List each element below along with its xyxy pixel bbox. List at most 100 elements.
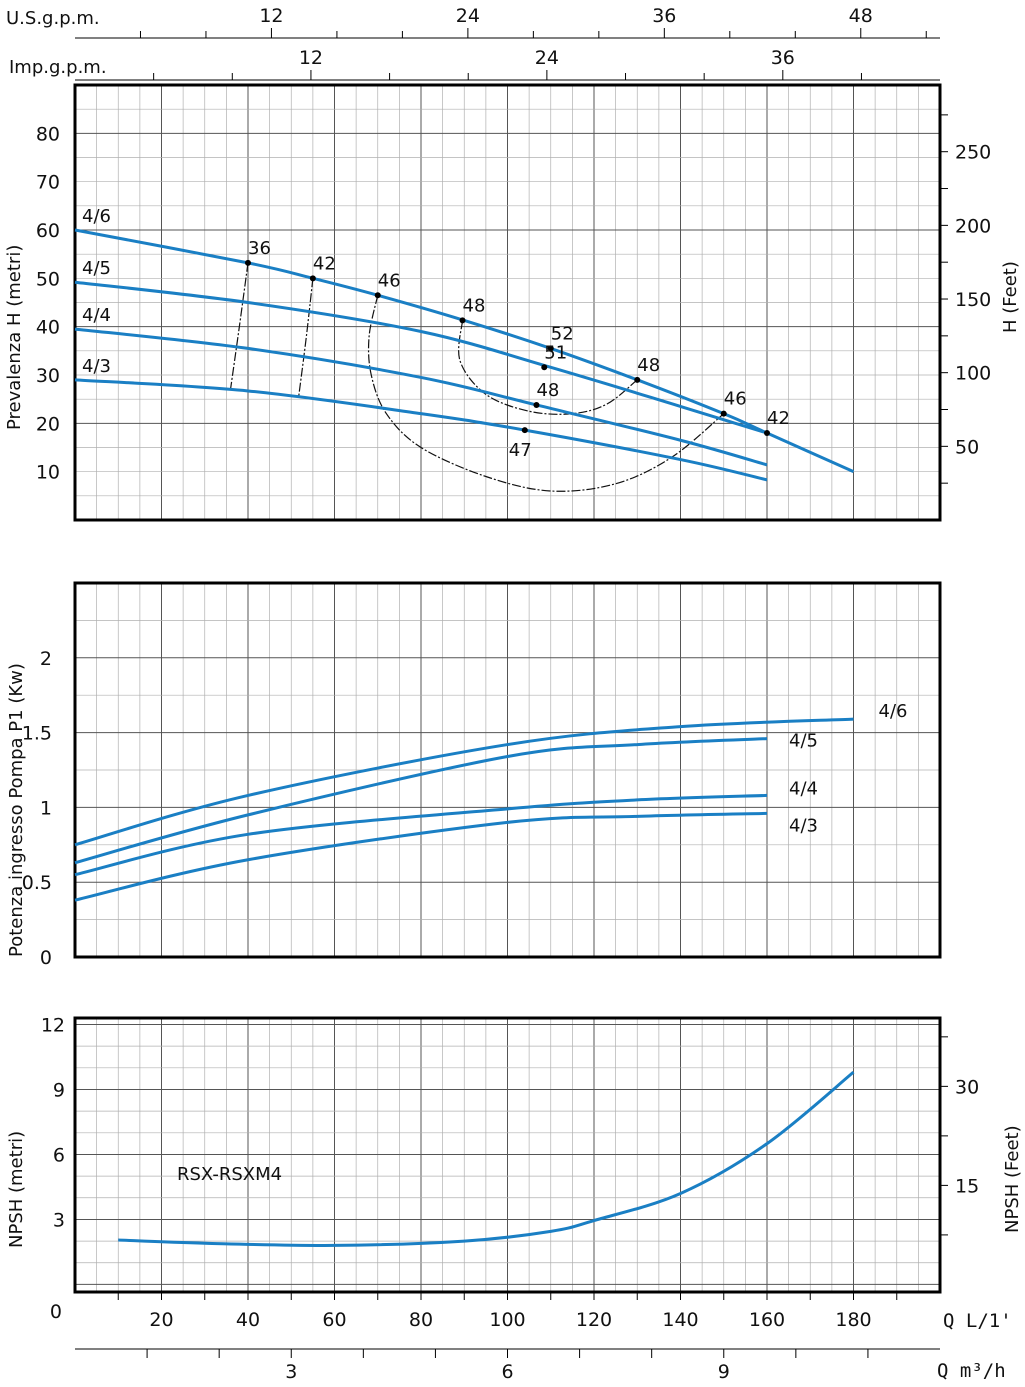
efficiency-point <box>634 376 641 383</box>
head-curve-4-4 <box>74 327 768 467</box>
y-tick-label: 6 <box>53 1144 65 1166</box>
efficiency-label: 42 <box>313 253 336 274</box>
power-curve-4-3 <box>74 811 768 902</box>
y-tick-label: 0.5 <box>22 872 52 894</box>
right-y-tick-label: 50 <box>955 436 979 458</box>
iso-efficiency-curve-42 <box>298 278 314 398</box>
curve-label: 4/5 <box>82 258 111 279</box>
y-axis-title: Potenza ingresso Pompa P1 (Kw) <box>6 663 27 957</box>
top-axis-tick-label: 36 <box>771 47 795 69</box>
x-tick-label: 40 <box>236 1309 260 1331</box>
model-label: RSX-RSXM4 <box>177 1164 282 1185</box>
power-curve-4-4 <box>74 793 768 877</box>
iso-efficiency-curve-46 <box>367 295 725 492</box>
x-tick-label: 120 <box>576 1309 612 1331</box>
curve-label: 4/3 <box>789 815 818 836</box>
efficiency-point <box>374 292 381 299</box>
efficiency-point <box>764 430 770 436</box>
efficiency-label: 51 <box>544 342 567 363</box>
y-tick-label: 40 <box>36 317 60 339</box>
curve-label: 4/3 <box>82 356 111 377</box>
panel-2-frame <box>73 581 942 959</box>
x-tick-label: 60 <box>322 1309 346 1331</box>
efficiency-label: 46 <box>378 270 401 291</box>
panel-1-frame <box>73 83 942 522</box>
head-curve-4-3 <box>74 378 768 482</box>
right-y-axis-title: H (Feet) <box>1000 261 1021 333</box>
y-tick-label: 1 <box>40 797 52 819</box>
y-tick-label: 1.5 <box>22 723 52 745</box>
efficiency-label: 48 <box>637 355 660 376</box>
efficiency-label: 46 <box>724 389 747 410</box>
x-tick-label: 140 <box>662 1309 698 1331</box>
top-axis-tick-label: 24 <box>456 5 480 27</box>
m3h-axis-title: Q m³/h <box>937 1360 1006 1382</box>
curve-label: 4/6 <box>82 206 111 227</box>
y-axis-title: Prevalenza H (metri) <box>4 245 25 430</box>
y-axis-title: NPSH (metri) <box>6 1131 27 1248</box>
curve-label: 4/6 <box>879 701 908 722</box>
efficiency-point <box>245 259 251 266</box>
y-tick-label: 10 <box>36 462 60 484</box>
y-tick-label: 3 <box>53 1209 65 1231</box>
efficiency-point <box>521 427 528 434</box>
efficiency-label: 47 <box>509 440 532 461</box>
panel-2-grid <box>75 583 940 957</box>
curve-label: 4/4 <box>789 778 818 799</box>
right-y-tick-label: 100 <box>955 363 991 385</box>
m3h-tick-label: 6 <box>501 1361 513 1383</box>
x-tick-label: 100 <box>489 1309 525 1331</box>
m3h-tick-label: 9 <box>718 1361 730 1383</box>
head-curve-4-6 <box>74 228 855 474</box>
efficiency-point <box>309 275 316 282</box>
x-tick-label: 80 <box>409 1309 433 1331</box>
curve-label: 4/5 <box>789 731 818 752</box>
x-tick-label: 180 <box>835 1309 871 1331</box>
top-axis-title: U.S.g.p.m. <box>6 8 100 29</box>
top-axis-title: Imp.g.p.m. <box>9 57 107 78</box>
efficiency-label: 52 <box>551 323 574 344</box>
top-axis-tick-label: 24 <box>535 47 559 69</box>
efficiency-point <box>459 317 466 324</box>
top-axis-tick-label: 36 <box>652 5 676 27</box>
y-tick-label: 70 <box>36 172 60 194</box>
top-axis-tick-label: 12 <box>259 5 283 27</box>
x-tick-label: 20 <box>149 1309 173 1331</box>
efficiency-point <box>533 401 540 408</box>
right-y-tick-label: 15 <box>955 1175 979 1197</box>
right-y-tick-label: 200 <box>955 215 991 237</box>
panel-3-grid <box>75 1018 940 1292</box>
efficiency-label: 48 <box>536 380 559 401</box>
top-axis-tick-label: 48 <box>849 5 873 27</box>
x-axis-title: Q L/1' <box>943 1310 1012 1332</box>
right-y-tick-label: 250 <box>955 142 991 164</box>
curve-label: 4/4 <box>82 305 111 326</box>
y-tick-label: 60 <box>36 220 60 242</box>
head-curve-4-5 <box>74 280 768 435</box>
y-tick-label: 80 <box>36 123 60 145</box>
panel-1-grid <box>75 85 940 520</box>
efficiency-label: 48 <box>463 295 486 316</box>
right-y-tick-label: 30 <box>955 1076 979 1098</box>
efficiency-label: 36 <box>248 238 271 259</box>
y-tick-label: 2 <box>40 648 52 670</box>
iso-efficiency-curve-36 <box>230 262 249 389</box>
top-axis-tick-label: 12 <box>299 47 323 69</box>
npsh-curve <box>118 1070 855 1247</box>
right-y-tick-label: 150 <box>955 289 991 311</box>
efficiency-point <box>547 345 554 352</box>
power-curve-4-5 <box>74 737 768 865</box>
y-tick-label: 9 <box>53 1079 65 1101</box>
y-tick-label: 20 <box>36 413 60 435</box>
x-tick-label: 160 <box>749 1309 785 1331</box>
y-tick-label: 50 <box>36 268 60 290</box>
right-y-axis-title: NPSH (Feet) <box>1002 1125 1023 1233</box>
m3h-tick-label: 3 <box>285 1361 297 1383</box>
y-tick-label: 30 <box>36 365 60 387</box>
efficiency-label: 42 <box>767 408 790 429</box>
y-tick-label: 12 <box>41 1014 65 1036</box>
iso-efficiency-curve-48 <box>458 320 638 415</box>
y-tick-label: 0 <box>40 947 52 969</box>
efficiency-point <box>541 364 548 371</box>
